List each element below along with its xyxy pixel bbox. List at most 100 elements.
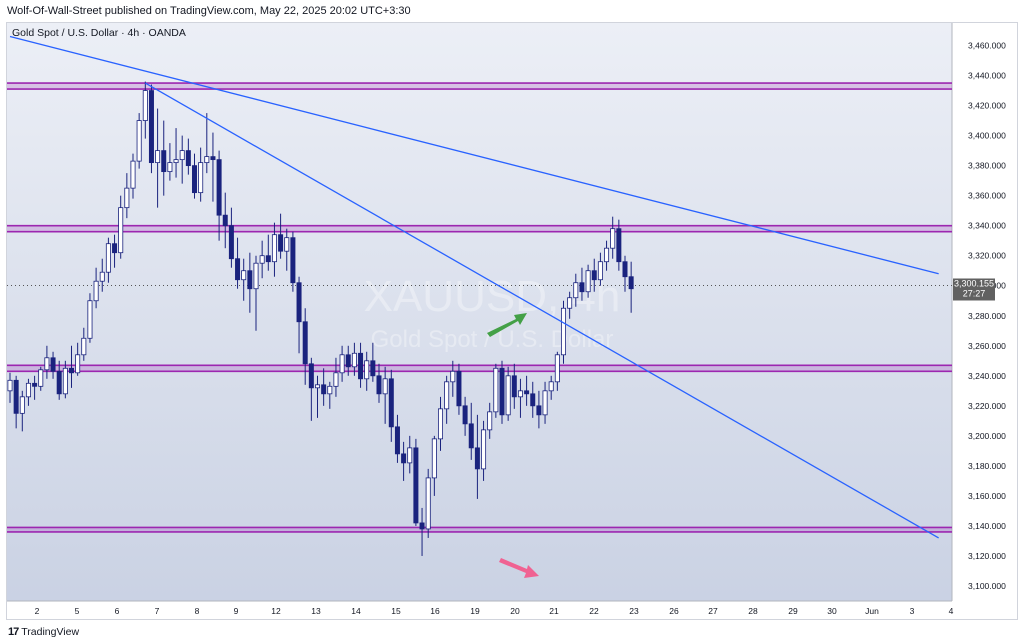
candle-body xyxy=(216,159,222,216)
time-tick-label: 30 xyxy=(827,606,837,616)
candle-body xyxy=(511,375,517,398)
trendline[interactable] xyxy=(9,35,939,275)
candle-body xyxy=(388,378,394,428)
candle-body xyxy=(616,228,622,263)
candle xyxy=(32,375,38,400)
candle-body xyxy=(456,370,462,407)
candle xyxy=(505,366,511,421)
candle xyxy=(93,267,99,309)
plot-background xyxy=(7,23,952,619)
candle xyxy=(394,414,400,463)
time-tick-label: 4 xyxy=(949,606,954,616)
candle xyxy=(124,173,130,219)
candle-body xyxy=(296,282,302,323)
candle xyxy=(351,342,357,376)
candle xyxy=(296,276,302,354)
candle-body xyxy=(610,228,616,249)
price-axis-background xyxy=(952,23,1017,601)
candle-body xyxy=(585,270,591,293)
price-tick-label: 3,320.000 xyxy=(968,251,1006,261)
candle xyxy=(536,390,542,429)
candle xyxy=(481,420,487,481)
candle-body xyxy=(530,393,536,407)
candle-body xyxy=(517,390,523,398)
candle xyxy=(345,345,351,376)
candle-body xyxy=(358,352,364,380)
candle-body xyxy=(210,156,216,161)
candle-body xyxy=(155,150,161,164)
time-tick-label: 12 xyxy=(271,606,281,616)
candle xyxy=(370,342,376,382)
candle-body xyxy=(142,90,148,121)
price-tick-label: 3,240.000 xyxy=(968,371,1006,381)
tradingview-logo[interactable]: 17 TradingView xyxy=(8,626,79,638)
candle xyxy=(585,264,591,298)
candle-body xyxy=(450,370,456,383)
time-tick-label: 6 xyxy=(115,606,120,616)
candle xyxy=(333,357,339,397)
candle xyxy=(567,291,573,319)
candle xyxy=(554,351,560,391)
candle-body xyxy=(333,372,339,387)
candle xyxy=(155,108,161,208)
candle xyxy=(425,468,431,538)
candle-body xyxy=(370,360,376,377)
candle xyxy=(468,402,474,460)
candle xyxy=(339,345,345,382)
candle-body xyxy=(401,453,407,464)
candle-body xyxy=(431,438,437,479)
trendline[interactable] xyxy=(144,82,939,539)
candle-body xyxy=(474,447,480,470)
candle-body xyxy=(622,261,628,278)
time-tick-label: 15 xyxy=(391,606,401,616)
candle xyxy=(437,396,443,451)
time-tick-label: 22 xyxy=(589,606,599,616)
candle xyxy=(474,414,480,499)
candle xyxy=(235,237,241,289)
candle xyxy=(548,375,554,400)
zone-band xyxy=(7,365,952,372)
candle-body xyxy=(118,207,124,254)
candle-body xyxy=(499,367,505,416)
candle-body xyxy=(524,390,530,395)
candle-body xyxy=(62,367,68,395)
candle xyxy=(450,360,456,397)
candle xyxy=(284,228,290,271)
candle-body xyxy=(50,357,56,372)
price-tick-label: 3,360.000 xyxy=(968,191,1006,201)
candle-body xyxy=(228,225,234,260)
candle-body xyxy=(505,375,511,416)
candle-body xyxy=(32,382,38,387)
candle xyxy=(253,255,259,331)
candle xyxy=(204,113,210,174)
price-tick-label: 3,440.000 xyxy=(968,71,1006,81)
candlestick-chart[interactable]: XAUUSD, 4h Gold Spot / U.S. Dollar 3,460… xyxy=(7,23,1017,619)
candle xyxy=(591,258,597,292)
chart-frame[interactable]: XAUUSD, 4h Gold Spot / U.S. Dollar 3,460… xyxy=(6,22,1018,620)
candle-body xyxy=(579,282,585,293)
time-tick-label: 29 xyxy=(788,606,798,616)
candle-body xyxy=(56,370,62,395)
candle-body xyxy=(567,297,573,309)
candle xyxy=(142,81,148,139)
candles xyxy=(7,81,634,556)
candle xyxy=(56,360,62,400)
candle-body xyxy=(407,447,413,464)
candle-body xyxy=(321,384,327,395)
candle-body xyxy=(382,378,388,395)
time-tick-label: 2 xyxy=(35,606,40,616)
candle-body xyxy=(124,187,130,209)
candle-body xyxy=(105,243,111,273)
time-tick-label: 20 xyxy=(510,606,520,616)
candle-body xyxy=(173,159,179,164)
candle-body xyxy=(573,282,579,299)
time-tick-label: 16 xyxy=(430,606,440,616)
candle-body xyxy=(265,255,271,263)
candle-body xyxy=(290,237,296,284)
time-tick-label: 14 xyxy=(351,606,361,616)
trendlines[interactable] xyxy=(9,35,939,539)
candle xyxy=(487,402,493,439)
candle xyxy=(308,357,314,421)
candle-body xyxy=(437,408,443,440)
candle xyxy=(462,396,468,436)
